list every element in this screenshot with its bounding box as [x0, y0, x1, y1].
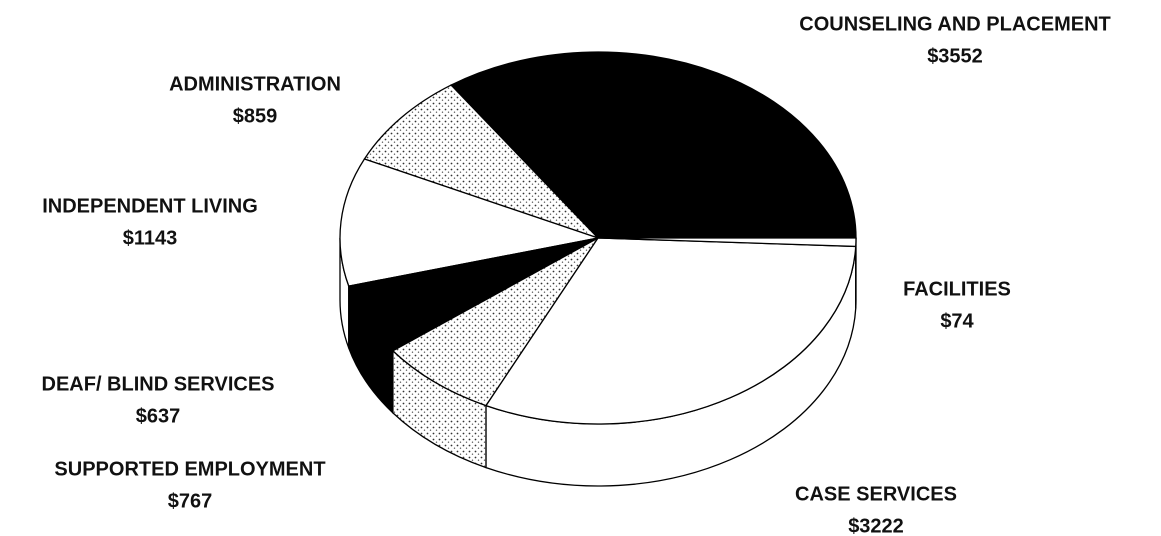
slice: [597, 237, 857, 248]
slice-label: SUPPORTED EMPLOYMENT: [54, 458, 325, 480]
labels: COUNSELING AND PLACEMENT $3552 ADMINISTRAT…: [42, 13, 1111, 536]
slice-value-label: $637: [136, 405, 181, 427]
slice: [339, 158, 601, 287]
slice-label: ADMINISTRATION: [169, 73, 341, 95]
slice-label: DEAF/ BLIND SERVICES: [42, 373, 275, 395]
slice-value-label: $3552: [927, 45, 983, 67]
slice-label: COUNSELING AND PLACEMENT: [799, 13, 1110, 35]
slice-value-label: $3222: [848, 515, 904, 536]
slice-value-label: $859: [233, 105, 278, 127]
slice: [485, 237, 857, 425]
slice-label: FACILITIES: [903, 278, 1011, 300]
slice: [391, 237, 599, 407]
slice-label: INDEPENDENT LIVING: [42, 195, 258, 217]
slice-value-label: $767: [168, 490, 213, 512]
slice: [450, 51, 857, 239]
slice-value-label: $1143: [123, 227, 178, 249]
slice: [363, 84, 599, 239]
slice-label: CASE SERVICES: [795, 483, 957, 505]
slice-value-label: $74: [940, 310, 974, 332]
pie-top: [339, 51, 857, 425]
